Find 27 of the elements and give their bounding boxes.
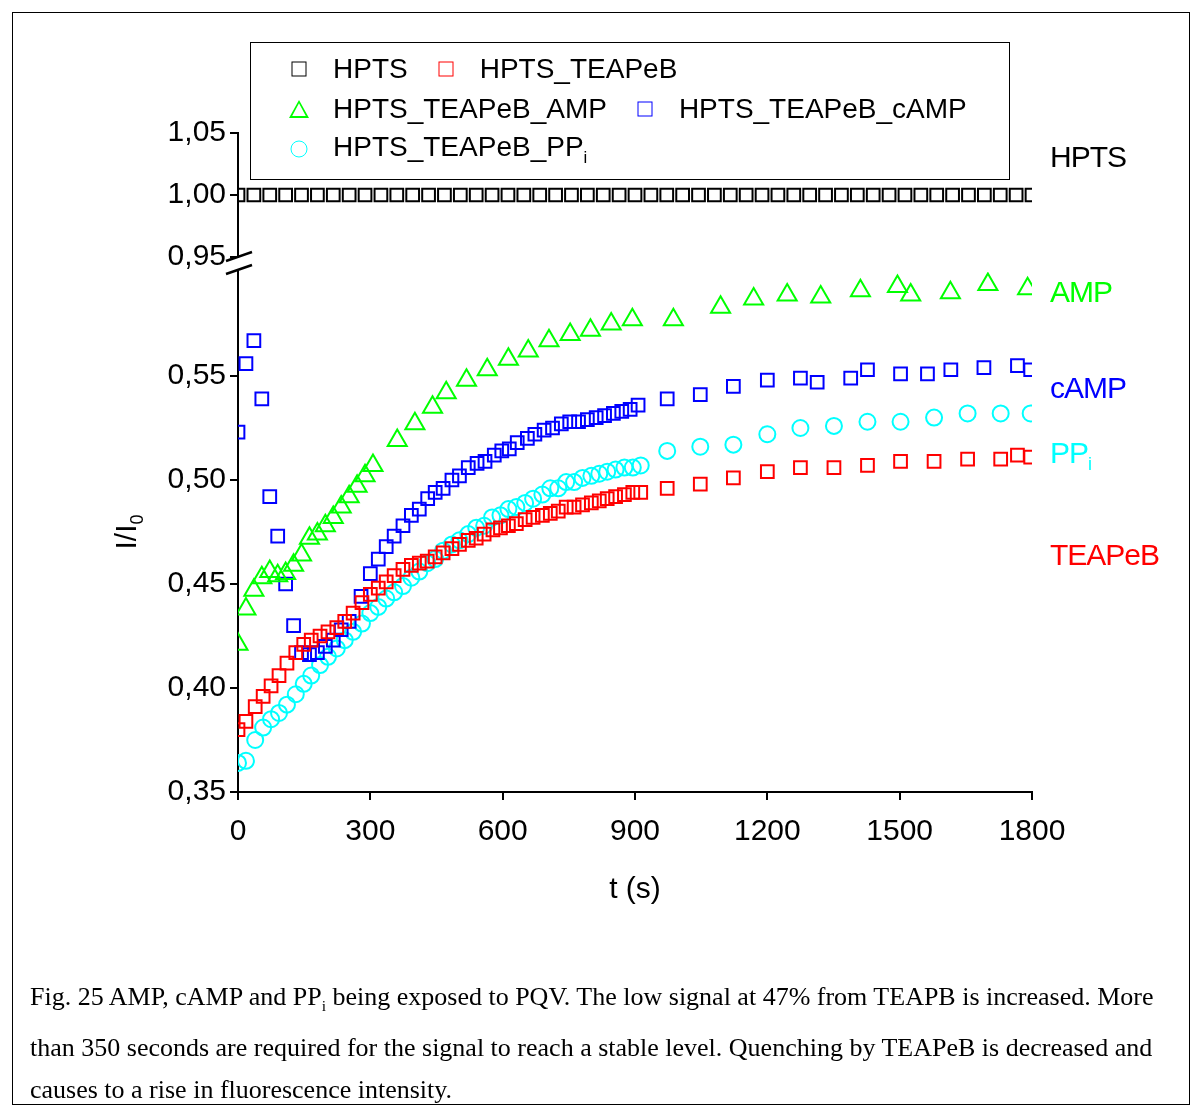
legend-label: HPTS_TEAPeB_cAMP [678, 93, 967, 125]
x-tick-label: 1500 [866, 813, 934, 847]
legend-label: HPTS_TEAPeB_PP$_{i}$ [333, 130, 588, 168]
text: HPTS [1050, 140, 1127, 174]
text: PP$_{i}$ [1050, 435, 1092, 475]
y-tick-label: 0,50 [167, 461, 226, 495]
x-tick-label: 300 [345, 813, 396, 847]
x-tick-label: 600 [477, 813, 528, 847]
x-axis-title: t (s) [609, 871, 661, 905]
y-tick-label: 0,95 [167, 238, 226, 272]
y-tick-label: 1,05 [167, 114, 226, 148]
caption: Fig. 25 AMP, cAMP and PP$_{i}$ being exposed to PQV. The low signal at 47% from TEAPB is increased. More than 350 seconds are required for the signal to reach a stable level. Quenching by TEAPeB is decreased and causes to a rise in fluorescence intensity. [30, 981, 1155, 1107]
y-tick-label: 0,35 [167, 773, 226, 807]
y-tick-label: 0,45 [167, 565, 226, 599]
x-tick-label: 0 [229, 813, 247, 847]
text: TEAPeB [1050, 538, 1160, 572]
x-tick-label: 900 [609, 813, 661, 847]
legend-label: HPTS_TEAPeB_AMP [333, 93, 607, 125]
y-tick-label: 0,55 [167, 357, 226, 391]
y-tick-label: 0,40 [167, 669, 226, 703]
text: AMP [1050, 275, 1113, 309]
text: cAMP [1050, 371, 1127, 405]
x-tick-label: 1800 [998, 813, 1066, 847]
x-tick-label: 1200 [733, 813, 801, 847]
legend-label: HPTS [333, 53, 408, 85]
y-tick-label: 1,00 [167, 176, 226, 210]
legend-label: HPTS_TEAPeB [479, 53, 678, 85]
